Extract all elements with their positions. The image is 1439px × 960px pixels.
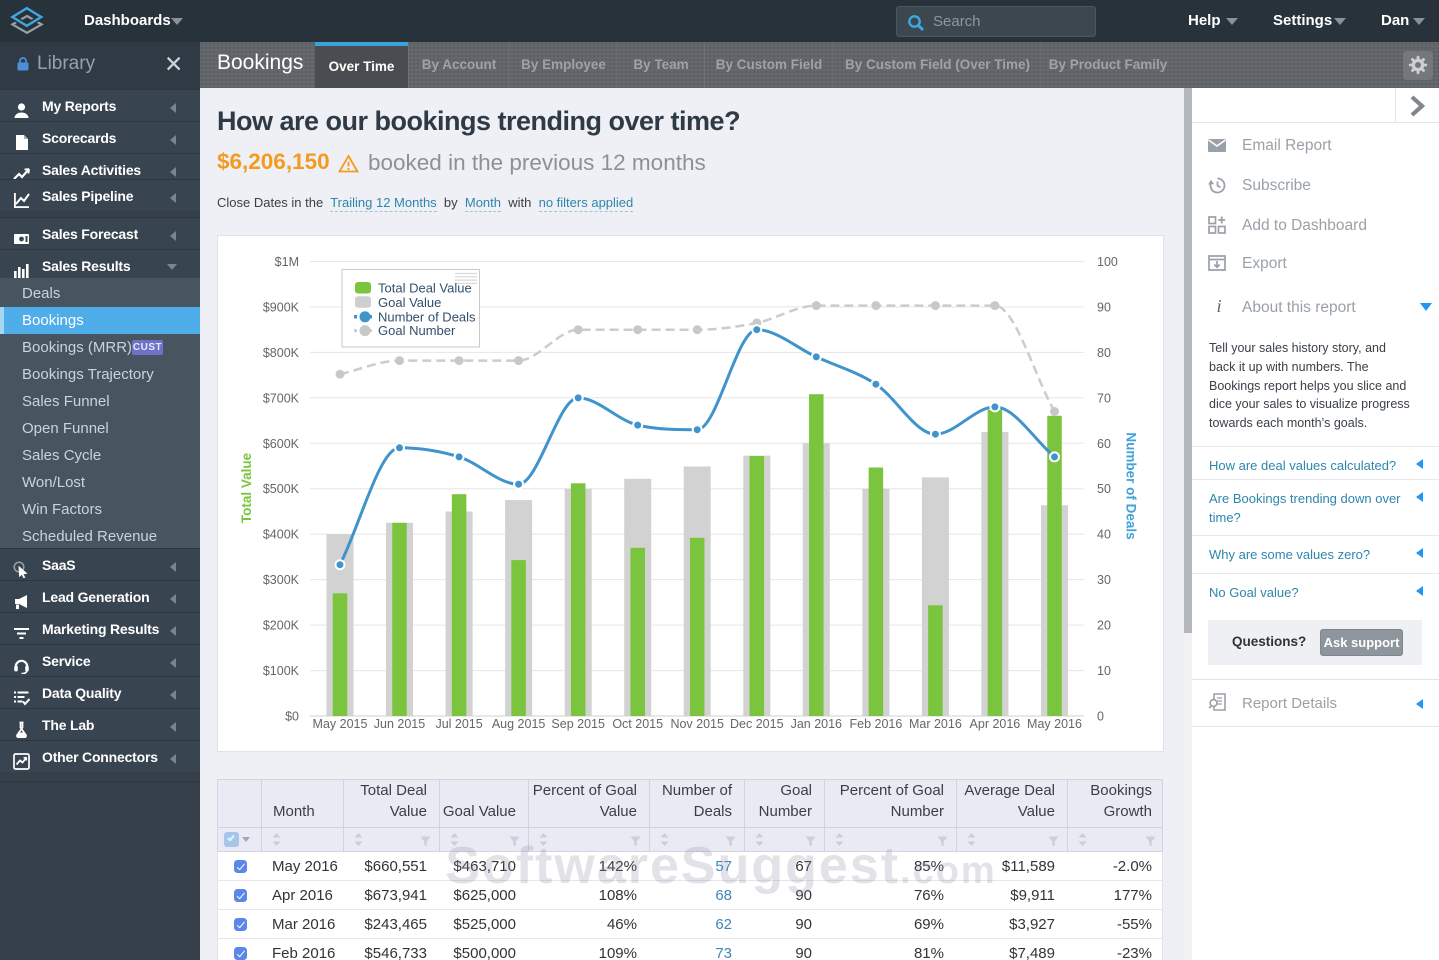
- svg-text:70: 70: [1097, 391, 1111, 405]
- svg-text:30: 30: [1097, 573, 1111, 587]
- svg-text:80: 80: [1097, 346, 1111, 360]
- svg-text:$700K: $700K: [263, 391, 300, 405]
- svg-text:$600K: $600K: [263, 437, 300, 451]
- svg-text:0: 0: [1097, 710, 1104, 724]
- svg-text:Sep 2015: Sep 2015: [551, 717, 605, 731]
- svg-text:Nov 2015: Nov 2015: [670, 717, 724, 731]
- svg-text:Number of Deals: Number of Deals: [1124, 432, 1139, 539]
- svg-text:$900K: $900K: [263, 300, 300, 314]
- svg-text:10: 10: [1097, 664, 1111, 678]
- svg-text:50: 50: [1097, 482, 1111, 496]
- svg-text:Oct 2015: Oct 2015: [612, 717, 663, 731]
- svg-text:Total Deal Value: Total Deal Value: [378, 281, 472, 296]
- svg-text:40: 40: [1097, 528, 1111, 542]
- svg-text:$0: $0: [285, 710, 299, 724]
- svg-text:May 2016: May 2016: [1027, 717, 1082, 731]
- svg-text:$1M: $1M: [275, 255, 299, 269]
- svg-text:Jan 2016: Jan 2016: [791, 717, 842, 731]
- svg-text:May 2015: May 2015: [313, 717, 368, 731]
- svg-text:Goal Number: Goal Number: [378, 323, 456, 338]
- svg-text:Jun 2015: Jun 2015: [374, 717, 425, 731]
- svg-text:i: i: [1216, 297, 1221, 313]
- svg-text:90: 90: [1097, 300, 1111, 314]
- svg-text:$100K: $100K: [263, 664, 300, 678]
- svg-text:20: 20: [1097, 619, 1111, 633]
- svg-text:Total Value: Total Value: [239, 452, 254, 523]
- svg-text:Goal Value: Goal Value: [378, 295, 441, 310]
- svg-text:Jul 2015: Jul 2015: [435, 717, 482, 731]
- svg-text:$500K: $500K: [263, 482, 300, 496]
- svg-text:Mar 2016: Mar 2016: [909, 717, 962, 731]
- svg-text:$200K: $200K: [263, 619, 300, 633]
- svg-text:Dec 2015: Dec 2015: [730, 717, 784, 731]
- svg-text:60: 60: [1097, 437, 1111, 451]
- svg-text:$400K: $400K: [263, 528, 300, 542]
- svg-text:Number of Deals: Number of Deals: [378, 309, 476, 324]
- svg-text:$300K: $300K: [263, 573, 300, 587]
- svg-text:100: 100: [1097, 255, 1118, 269]
- svg-text:$800K: $800K: [263, 346, 300, 360]
- svg-text:Aug 2015: Aug 2015: [492, 717, 546, 731]
- svg-text:Feb 2016: Feb 2016: [849, 717, 902, 731]
- svg-text:Apr 2016: Apr 2016: [970, 717, 1021, 731]
